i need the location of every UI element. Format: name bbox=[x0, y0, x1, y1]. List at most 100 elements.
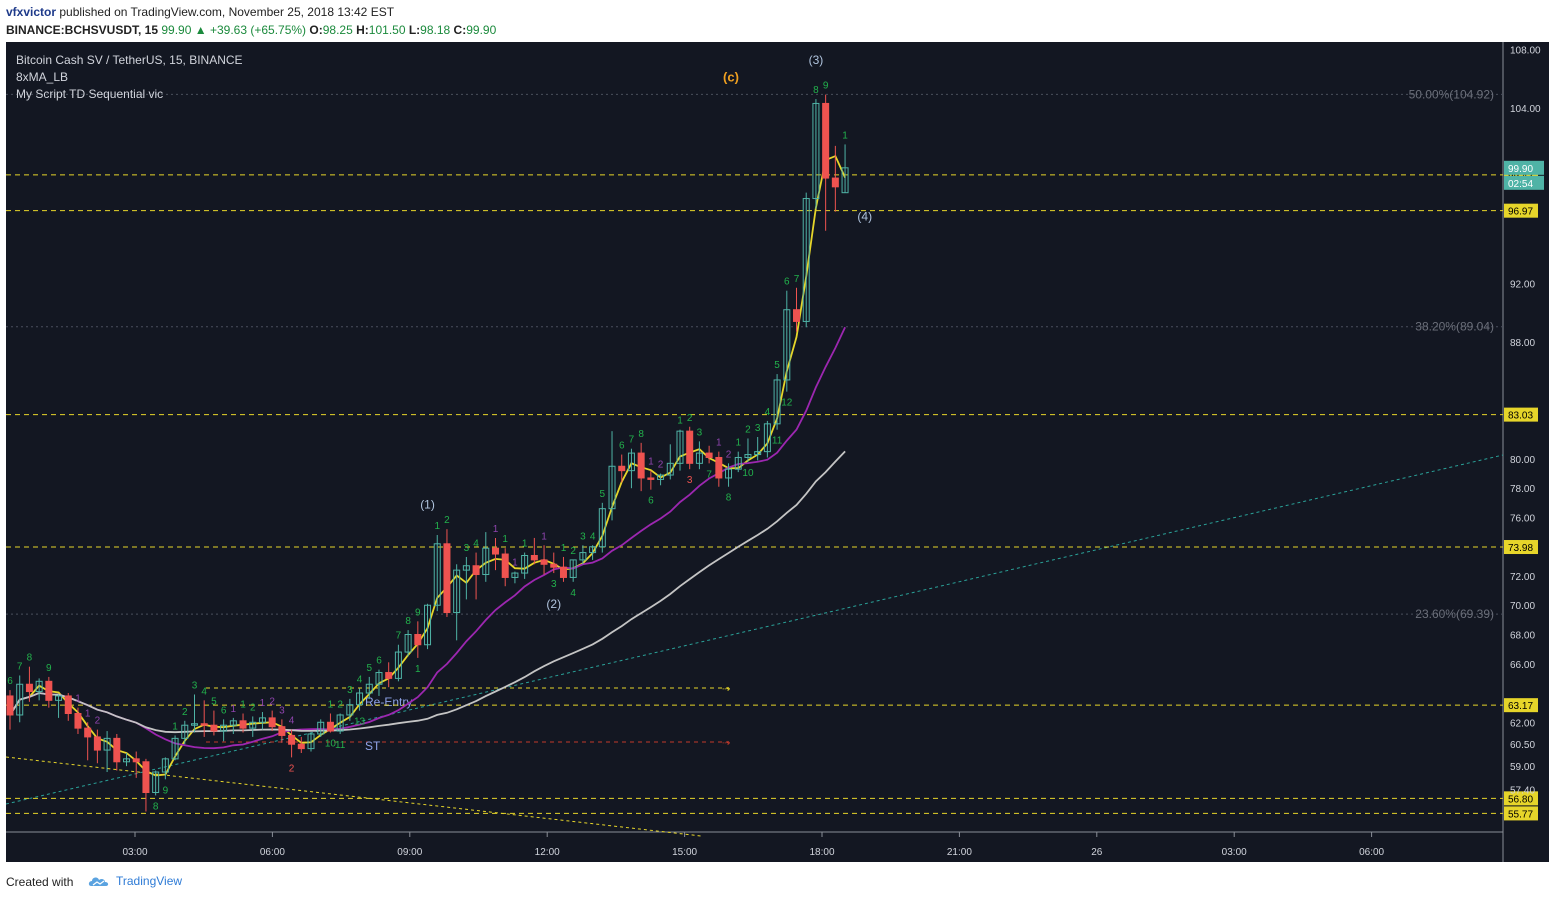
candle-body bbox=[569, 559, 577, 578]
re-entry-label: Re-Entry bbox=[365, 695, 412, 709]
candle-body bbox=[132, 758, 140, 763]
td-count-label: 2 bbox=[289, 763, 295, 774]
candle-body bbox=[210, 724, 218, 732]
level-tag bbox=[1504, 791, 1538, 806]
candle-body bbox=[84, 727, 92, 738]
tradingview-cloud-icon bbox=[88, 877, 109, 886]
td-count-label: 6 bbox=[221, 705, 227, 716]
td-count-label: 8 bbox=[726, 493, 732, 504]
candle-body bbox=[249, 721, 257, 729]
author-link[interactable]: vfxvictor bbox=[6, 5, 57, 19]
trend-lines: ⇢ ⇢ Re-Entry ST bbox=[6, 454, 1504, 837]
td-count-label: 6 bbox=[376, 656, 382, 667]
level-tag-label: 83.03 bbox=[1508, 411, 1533, 422]
td-count-label: 3 bbox=[192, 680, 198, 691]
low-value: 98.18 bbox=[420, 23, 451, 37]
candle-body bbox=[385, 672, 393, 679]
candle-body bbox=[618, 465, 626, 472]
td-count-label: 4 bbox=[570, 588, 576, 599]
price-change: +39.63 (+65.75%) bbox=[209, 23, 307, 37]
stop-arrow-icon: ⇢ bbox=[722, 738, 730, 749]
candle-body bbox=[598, 508, 606, 548]
x-axis-ticks: 03:00 06:00 09:00 12:00 15:00 18:00 21:00 26 03:… bbox=[122, 832, 1385, 858]
candle-body bbox=[783, 309, 791, 381]
ma-slow-line bbox=[9, 450, 846, 734]
td-count-label: 1 bbox=[415, 664, 421, 675]
legend-indicator-td[interactable]: My Script TD Sequential vic bbox=[16, 87, 163, 101]
td-count-label: 3 bbox=[279, 705, 285, 716]
candle-body bbox=[142, 761, 150, 793]
td-count-label: 3 bbox=[755, 423, 761, 434]
candle-body bbox=[64, 695, 72, 715]
downtrend-line bbox=[6, 756, 702, 837]
legend-indicator-ma[interactable]: 8xMA_LB bbox=[16, 70, 68, 84]
candle-body bbox=[666, 462, 674, 476]
ohlc-line: BINANCE:BCHSVUSDT, 15 99.90 ▲ +39.63 (+6… bbox=[6, 23, 496, 37]
td-count-label: 1 bbox=[260, 698, 266, 709]
candle-body bbox=[288, 734, 296, 745]
candle-body bbox=[802, 198, 810, 322]
candle-body bbox=[841, 167, 849, 194]
td-count-label: 2 bbox=[687, 413, 693, 424]
td-count-label: 7 bbox=[396, 631, 402, 642]
td-count-label: 8 bbox=[405, 616, 411, 627]
candle-body bbox=[278, 726, 286, 736]
last-price: 99.90 bbox=[161, 23, 192, 37]
candle-body bbox=[45, 680, 53, 701]
candle-body bbox=[831, 177, 839, 188]
y-tick-label: 108.00 bbox=[1510, 45, 1541, 56]
high-label: H: bbox=[356, 23, 369, 37]
candle-body bbox=[346, 704, 354, 716]
td-count-label: 4 bbox=[357, 675, 363, 686]
low-label: L: bbox=[408, 23, 421, 37]
candle-body bbox=[161, 758, 169, 773]
y-tick-label: 68.00 bbox=[1510, 631, 1535, 642]
created-with-text: Created with bbox=[6, 875, 74, 889]
candle-body bbox=[356, 692, 364, 706]
candle-body bbox=[627, 452, 635, 472]
candle-body bbox=[16, 683, 24, 716]
td-count-label: 1 bbox=[677, 416, 683, 427]
level-tag-label: 63.17 bbox=[1508, 701, 1533, 712]
y-axis-ticks: 108.00 104.00 92.00 88.00 80.00 78.00 76.00 72.… bbox=[1504, 45, 1544, 797]
last-price-tag bbox=[1504, 160, 1544, 175]
candle-body bbox=[501, 553, 509, 578]
candle-body bbox=[589, 546, 597, 554]
td-count-label: 2 bbox=[570, 546, 576, 557]
tradingview-link[interactable]: TradingView bbox=[88, 873, 182, 888]
td-count-label: 9 bbox=[823, 81, 829, 92]
countdown-tag-label: 02:54 bbox=[1508, 179, 1533, 190]
y-tick-label: 88.00 bbox=[1510, 338, 1535, 349]
td-count-label: 8 bbox=[813, 85, 819, 96]
td-count-label: 4 bbox=[289, 716, 295, 727]
candle-body bbox=[482, 547, 490, 576]
candle-body bbox=[550, 563, 558, 568]
td-count-label: 1 bbox=[842, 130, 848, 141]
level-tag bbox=[1504, 203, 1538, 218]
td-count-label: 7 bbox=[17, 661, 23, 672]
y-tick-label: 92.00 bbox=[1510, 279, 1535, 290]
td-count-label: 6 bbox=[619, 441, 625, 452]
candle-body bbox=[754, 451, 762, 456]
candle-body bbox=[793, 309, 801, 322]
last-price-tag-label: 99.90 bbox=[1508, 164, 1533, 175]
td-count-label: 4 bbox=[590, 531, 596, 542]
y-tick-label: 66.00 bbox=[1510, 660, 1535, 671]
candle-body bbox=[492, 547, 499, 555]
level-tag-label: 73.98 bbox=[1508, 543, 1533, 554]
x-tick-label: 18:00 bbox=[809, 847, 834, 858]
candle-body bbox=[676, 430, 684, 464]
candle-body bbox=[763, 423, 771, 453]
candles bbox=[6, 94, 849, 812]
td-count-label: 12 bbox=[781, 398, 793, 409]
td-count-label: 3 bbox=[347, 685, 353, 696]
td-count-label: 11 bbox=[772, 436, 783, 447]
candle-body bbox=[521, 555, 529, 574]
candle-body bbox=[443, 543, 451, 614]
tradingview-brand: TradingView bbox=[116, 874, 183, 888]
y-tick-label: 80.00 bbox=[1510, 455, 1535, 466]
candle-body bbox=[93, 736, 101, 751]
candle-body bbox=[200, 723, 208, 726]
